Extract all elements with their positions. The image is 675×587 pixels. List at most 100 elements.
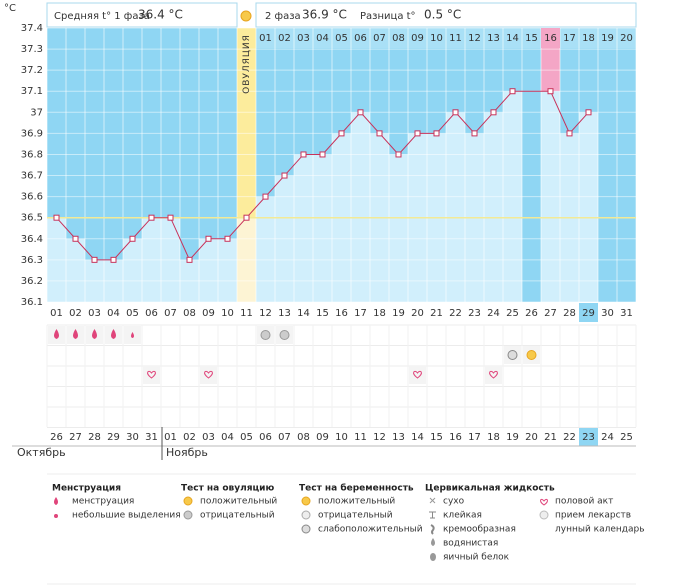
phase2-day: 17	[563, 33, 576, 44]
y-tick-label: 36.2	[21, 276, 43, 287]
cycle-day: 30	[601, 308, 614, 319]
point-marker	[91, 256, 98, 263]
phase2-day: 09	[411, 33, 424, 44]
point-marker	[433, 130, 440, 137]
point-marker	[72, 235, 79, 242]
plot: 36.1 36.2 36.3 36.4 36.5 36.6 36.7 36.8 36.9 37 37…	[12, 23, 637, 585]
y-tick-label: 36.5	[21, 213, 43, 224]
phase1-avg: 36.4 °C	[138, 8, 183, 22]
phase2-day: 11	[449, 33, 462, 44]
test-icon	[260, 330, 271, 340]
point-marker	[262, 193, 269, 200]
legend-item: лунный календарь	[555, 525, 645, 535]
cycle-day: 28	[563, 308, 576, 319]
date: 18	[487, 432, 500, 443]
test-icon	[279, 330, 290, 340]
y-tick-label: 37.3	[21, 44, 43, 55]
date: 01	[164, 432, 177, 443]
cycle-day: 09	[202, 308, 215, 319]
legend-item: водянистая	[443, 539, 498, 549]
cycle-day: 19	[392, 308, 405, 319]
y-tick-label: 37	[30, 107, 43, 118]
legend-item: половой акт	[555, 497, 613, 507]
legend-item: клейкая	[443, 511, 482, 521]
point-marker	[110, 256, 117, 263]
legend-icon	[542, 525, 546, 533]
cycle-day: 21	[430, 308, 443, 319]
intercourse-icon	[413, 370, 422, 379]
date: 13	[392, 432, 405, 443]
phase2-day: 05	[335, 33, 348, 44]
cycle-day: 22	[449, 308, 462, 319]
legend-title: Тест на беременность	[299, 483, 414, 494]
phase2-box	[255, 2, 637, 28]
cycle-day: 29	[582, 308, 595, 319]
legend-icon	[430, 553, 436, 561]
ovulation-label: ОВУЛЯЦИЯ	[242, 34, 252, 94]
cycle-day: 18	[373, 308, 386, 319]
legend: Менструация менструация небольшие выделе…	[52, 483, 645, 563]
phase2-day: 19	[601, 33, 614, 44]
menstruation-icon	[92, 329, 97, 339]
legend-item: отрицательный	[318, 511, 393, 521]
date: 15	[430, 432, 443, 443]
legend-title: Тест на овуляцию	[181, 484, 274, 494]
bar	[294, 154, 313, 302]
sun-icon	[240, 10, 252, 22]
point-marker	[224, 235, 231, 242]
cycle-day: 15	[316, 308, 329, 319]
date: 17	[468, 432, 481, 443]
legend-item: яичный белок	[443, 553, 510, 563]
y-tick-label: 36.7	[21, 171, 43, 182]
date: 27	[69, 432, 82, 443]
legend-item: кремообразная	[443, 525, 516, 535]
legend-icon	[54, 497, 58, 505]
date: 09	[316, 432, 329, 443]
phase2-day: 16	[544, 33, 557, 44]
date: 12	[373, 432, 386, 443]
current-day	[579, 303, 598, 322]
cycle-day: 27	[544, 308, 557, 319]
cycle-day: 26	[525, 308, 538, 319]
legend-icon	[183, 510, 193, 520]
point-marker	[53, 214, 60, 221]
point-marker	[490, 109, 497, 116]
bar	[218, 238, 237, 302]
legend-item: сухо	[443, 497, 465, 507]
point-marker	[300, 151, 307, 158]
bar	[313, 154, 332, 302]
phase2-day: 10	[430, 33, 443, 44]
legend-icon	[183, 496, 193, 506]
cycle-day: 25	[506, 308, 519, 319]
phase2-day: 04	[316, 33, 329, 44]
cycle-day: 17	[354, 308, 367, 319]
legend-icon	[54, 514, 58, 518]
bar	[579, 112, 598, 302]
date: 07	[278, 432, 291, 443]
legend-icon	[430, 524, 435, 535]
legend-item: небольшие выделения	[72, 511, 181, 521]
phase2-day: 12	[468, 33, 481, 44]
legend-title: Цервикальная жидкость	[425, 484, 555, 494]
test-icon	[507, 350, 518, 360]
phase2-day: 06	[354, 33, 367, 44]
bar	[199, 238, 218, 302]
cycle-day: 03	[88, 308, 101, 319]
legend-item: слабоположительный	[318, 525, 423, 535]
legend-item: положительный	[200, 497, 277, 507]
phase2-day: 20	[620, 33, 633, 44]
diff-label: Разница t°	[360, 11, 416, 22]
point-marker	[414, 130, 421, 137]
point-marker	[319, 151, 326, 158]
point-marker	[243, 214, 250, 221]
phase1-label: Средняя t° 1 фаза	[54, 11, 150, 22]
current-date	[579, 427, 598, 446]
date: 22	[563, 432, 576, 443]
legend-item: менструация	[72, 497, 134, 507]
y-tick-label: 36.4	[21, 234, 43, 245]
phase2-day: 02	[278, 33, 291, 44]
cycle-day: 11	[240, 308, 253, 319]
y-tick-label: 37.2	[21, 65, 43, 76]
date: 02	[183, 432, 196, 443]
